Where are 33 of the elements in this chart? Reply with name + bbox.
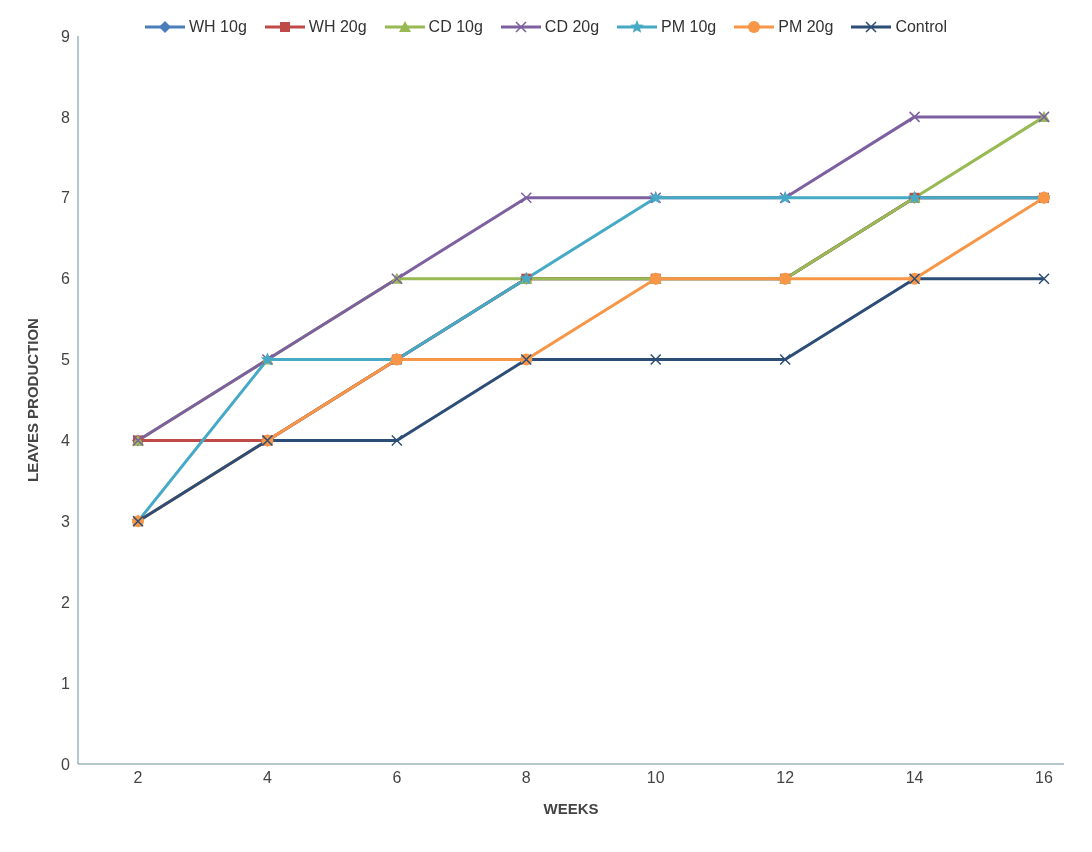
legend-label: WH 10g: [189, 18, 247, 36]
x-axis-title: WEEKS: [543, 800, 599, 817]
point: [649, 353, 662, 366]
y-tick-label: 6: [61, 270, 71, 288]
point: [908, 111, 921, 123]
point: [391, 434, 403, 447]
legend-label: CD 10g: [428, 18, 483, 36]
x-tick-label: 2: [133, 769, 143, 787]
x-tick-label: 4: [262, 769, 272, 787]
y-tick-label: 0: [61, 755, 71, 773]
y-tick-label: 2: [61, 593, 71, 611]
x-tick-label: 8: [521, 769, 531, 787]
point: [520, 192, 533, 204]
y-tick-label: 4: [61, 432, 71, 450]
legend-label: Control: [895, 18, 947, 36]
point: [779, 353, 791, 366]
y-tick-label: 9: [61, 27, 71, 45]
y-tick-label: 7: [61, 189, 71, 207]
x-tick-label: 6: [392, 769, 402, 787]
legend-label: PM 20g: [778, 18, 834, 36]
x-tick-label: 12: [776, 769, 795, 787]
point: [1038, 272, 1050, 285]
x-tick-label: 16: [1035, 769, 1053, 787]
y-axis-title: LEAVES PRODUCTION: [24, 318, 42, 482]
x-tick-label: 10: [646, 769, 665, 787]
y-tick-label: 1: [61, 674, 71, 692]
y-tick-label: 5: [61, 351, 71, 369]
legend-label: CD 20g: [544, 18, 600, 36]
y-tick-label: 3: [61, 513, 71, 531]
y-tick-label: 8: [61, 108, 71, 126]
x-tick-label: 14: [905, 769, 924, 787]
legend-label: PM 10g: [661, 18, 717, 36]
legend-label: WH 20g: [308, 18, 367, 36]
